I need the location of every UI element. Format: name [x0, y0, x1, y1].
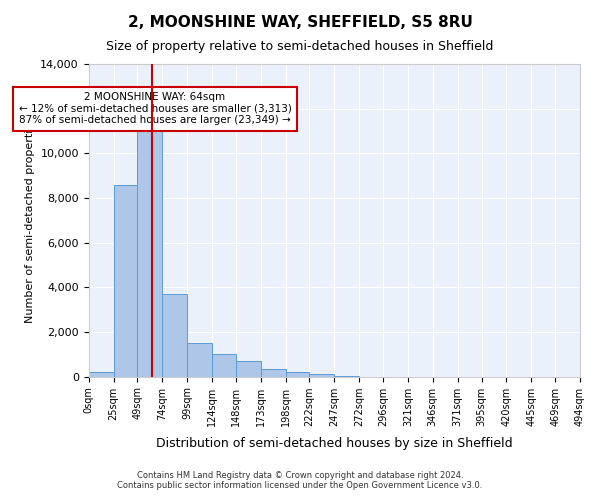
Bar — [286, 372, 310, 376]
Text: Size of property relative to semi-detached houses in Sheffield: Size of property relative to semi-detach… — [106, 40, 494, 53]
Y-axis label: Number of semi-detached properties: Number of semi-detached properties — [25, 118, 35, 324]
Bar — [310, 374, 334, 376]
Text: Contains HM Land Registry data © Crown copyright and database right 2024.
Contai: Contains HM Land Registry data © Crown c… — [118, 470, 482, 490]
Bar — [261, 369, 286, 376]
Text: 2 MOONSHINE WAY: 64sqm
← 12% of semi-detached houses are smaller (3,313)
87% of : 2 MOONSHINE WAY: 64sqm ← 12% of semi-det… — [19, 92, 292, 126]
Bar — [212, 354, 236, 376]
Bar — [113, 184, 137, 376]
X-axis label: Distribution of semi-detached houses by size in Sheffield: Distribution of semi-detached houses by … — [156, 437, 512, 450]
Bar — [187, 343, 212, 376]
Bar — [137, 131, 162, 376]
Bar — [162, 294, 187, 376]
Bar — [236, 361, 261, 376]
Text: 2, MOONSHINE WAY, SHEFFIELD, S5 8RU: 2, MOONSHINE WAY, SHEFFIELD, S5 8RU — [128, 15, 472, 30]
Bar — [89, 372, 113, 376]
